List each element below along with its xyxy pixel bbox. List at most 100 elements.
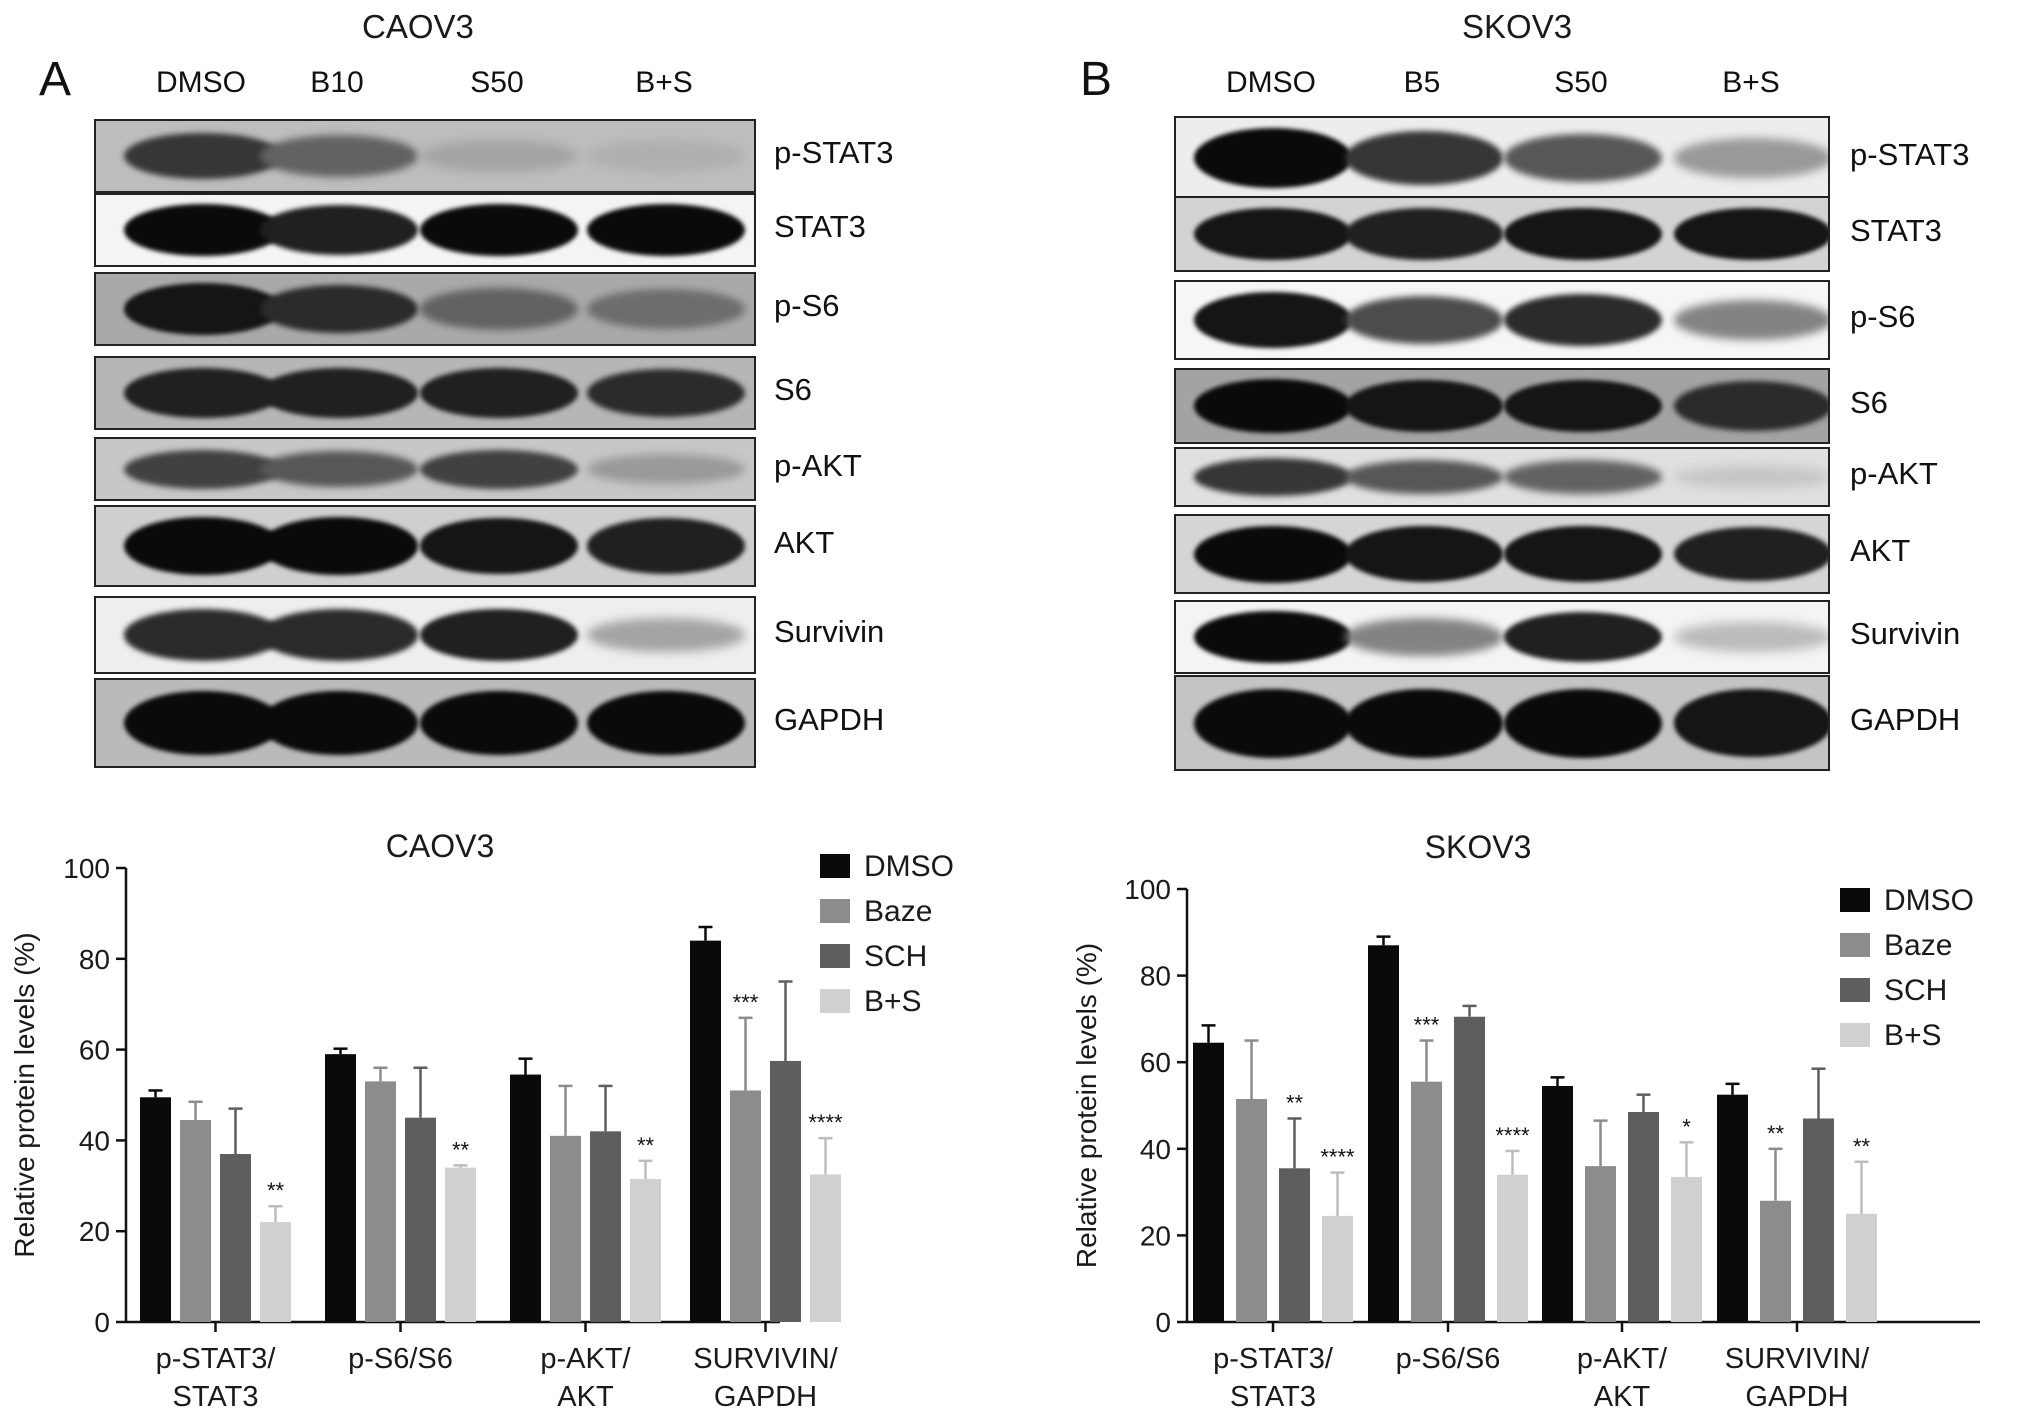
- y-tick-label: 0: [1155, 1307, 1171, 1338]
- band: [260, 368, 418, 418]
- band: [260, 516, 418, 576]
- band: [260, 135, 418, 177]
- band: [1674, 465, 1828, 489]
- bar-bs: [1497, 1174, 1528, 1322]
- blot-stat3: [1174, 196, 1830, 272]
- band: [1194, 207, 1352, 261]
- blot-p-s6: [94, 272, 756, 346]
- band: [1194, 458, 1352, 496]
- x-tick-label: GAPDH: [714, 1381, 817, 1413]
- band: [420, 288, 578, 330]
- lane-label-bs: B+S: [1722, 66, 1780, 99]
- legend-label: B+S: [864, 985, 922, 1018]
- bar-sch: [1454, 1016, 1485, 1322]
- legend-swatch: [820, 944, 850, 968]
- blot-akt: [1174, 514, 1830, 594]
- band: [1674, 621, 1828, 653]
- legend-label: SCH: [1884, 974, 1947, 1007]
- blot-p-akt: [1174, 447, 1830, 507]
- x-tick-label: AKT: [557, 1381, 614, 1413]
- band: [260, 205, 418, 255]
- band: [420, 517, 578, 575]
- x-tick-label: p-S6/S6: [348, 1343, 453, 1375]
- band: [1674, 689, 1828, 757]
- y-axis-label: Relative protein levels (%): [1071, 943, 1102, 1268]
- blot-p-stat3: [94, 119, 756, 193]
- blot-stat3: [94, 193, 756, 267]
- band: [1674, 299, 1828, 341]
- band: [1504, 612, 1662, 662]
- significance-label: ****: [1495, 1123, 1530, 1148]
- protein-label-akt: AKT: [1850, 533, 1911, 568]
- y-axis-label: Relative protein levels (%): [9, 932, 40, 1257]
- band: [1345, 379, 1503, 433]
- bar-bs: [810, 1174, 841, 1322]
- x-tick-label: SURVIVIN/: [693, 1343, 838, 1375]
- band: [1345, 208, 1503, 260]
- band: [1504, 379, 1662, 433]
- band: [1504, 460, 1662, 494]
- bar-sch: [590, 1131, 621, 1322]
- band: [124, 132, 282, 180]
- bar-baze: [1760, 1200, 1791, 1322]
- band: [260, 450, 418, 488]
- band: [587, 518, 745, 574]
- protein-label-p-stat3: p-STAT3: [1850, 137, 1970, 172]
- band: [1345, 296, 1503, 344]
- bar-dmso: [1193, 1042, 1224, 1322]
- y-tick-label: 40: [1140, 1134, 1171, 1165]
- band: [124, 368, 282, 418]
- blot-gapdh: [1174, 675, 1830, 771]
- blot-akt: [94, 505, 756, 587]
- bar-baze: [180, 1119, 211, 1322]
- protein-label-p-stat3: p-STAT3: [774, 135, 894, 170]
- bar-sch: [1628, 1111, 1659, 1322]
- band: [1194, 688, 1352, 758]
- protein-label-survivin: Survivin: [1850, 616, 1961, 651]
- bar-sch: [770, 1060, 801, 1322]
- band: [587, 140, 745, 172]
- x-tick-label: p-STAT3/: [156, 1343, 277, 1375]
- legend-swatch: [1840, 888, 1870, 912]
- band: [1345, 618, 1503, 656]
- protein-label-stat3: STAT3: [774, 209, 866, 244]
- band: [1674, 207, 1828, 261]
- protein-label-akt: AKT: [774, 525, 835, 560]
- y-tick-label: 100: [63, 853, 110, 884]
- band: [124, 690, 282, 756]
- blot-p-stat3: [1174, 116, 1830, 200]
- band: [260, 284, 418, 334]
- band: [1194, 610, 1352, 664]
- protein-label-gapdh: GAPDH: [774, 702, 885, 737]
- band: [420, 449, 578, 489]
- blot-s6: [94, 356, 756, 430]
- significance-label: **: [1853, 1134, 1871, 1159]
- significance-label: **: [637, 1133, 655, 1158]
- band: [1504, 526, 1662, 582]
- x-tick-label: p-S6/S6: [1396, 1343, 1501, 1375]
- band: [1194, 525, 1352, 583]
- lane-label-b5: B5: [1403, 66, 1441, 99]
- bar-baze: [365, 1081, 396, 1322]
- bar-bs: [1322, 1215, 1353, 1322]
- band: [1674, 138, 1828, 178]
- significance-label: ****: [1320, 1145, 1355, 1170]
- band: [124, 516, 282, 576]
- band: [587, 690, 745, 756]
- panel-b-cell-line: SKOV3: [1462, 8, 1573, 45]
- bar-bs: [1846, 1213, 1877, 1322]
- band: [1674, 527, 1828, 581]
- band: [260, 690, 418, 756]
- x-tick-label: GAPDH: [1745, 1381, 1848, 1413]
- band: [1194, 379, 1352, 433]
- legend-label: DMSO: [864, 850, 954, 883]
- band: [1504, 133, 1662, 183]
- band: [1504, 688, 1662, 758]
- y-tick-label: 60: [79, 1035, 110, 1066]
- lane-label-bs: B+S: [635, 66, 693, 99]
- band: [124, 449, 282, 489]
- y-tick-label: 20: [79, 1216, 110, 1247]
- protein-label-s6: S6: [774, 372, 812, 407]
- protein-label-p-akt: p-AKT: [774, 448, 862, 483]
- legend-swatch: [820, 899, 850, 923]
